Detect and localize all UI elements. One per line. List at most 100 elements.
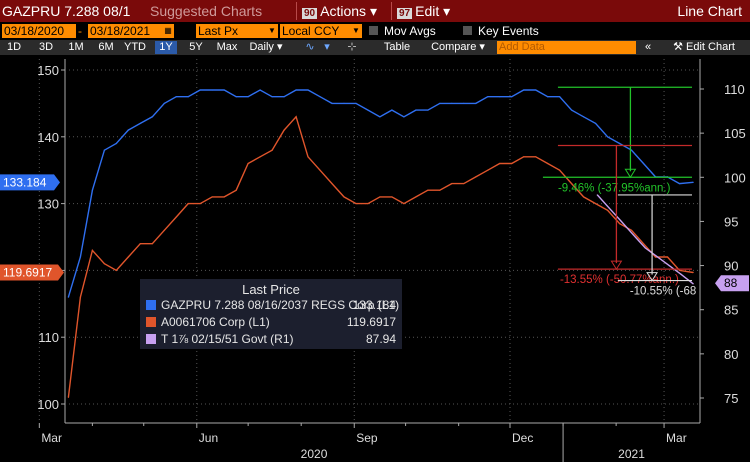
separator [296, 2, 297, 20]
data-point [606, 136, 609, 138]
data-point [583, 116, 585, 118]
data-point [283, 129, 285, 131]
calendar-icon[interactable]: ▦ [162, 24, 174, 38]
data-point [391, 196, 393, 198]
data-point [151, 116, 153, 118]
legend-swatch-orange [146, 317, 156, 327]
data-point [680, 273, 682, 275]
y-tick-label-right: 80 [724, 347, 738, 362]
data-point [91, 189, 93, 191]
period-button-6m[interactable]: 6M [98, 41, 114, 53]
legend-series-value: 87.94 [365, 332, 396, 346]
frequency-select[interactable]: Daily ▾ [249, 41, 283, 53]
data-point [259, 156, 261, 158]
data-point [618, 142, 621, 145]
data-point [475, 102, 477, 104]
data-point [608, 207, 610, 209]
white-arrowhead [646, 272, 658, 282]
data-point [163, 229, 165, 231]
value-tag-purple-shape [715, 275, 749, 292]
data-point [451, 102, 453, 104]
end-date-field[interactable]: 03/18/2021 [88, 24, 162, 38]
data-point [259, 89, 261, 91]
data-point [331, 182, 333, 185]
data-point [199, 203, 201, 205]
data-point [247, 162, 249, 165]
data-point [439, 102, 441, 104]
data-point [499, 162, 501, 165]
data-point [199, 89, 201, 91]
frequency-label: Daily [249, 41, 274, 53]
price-field-select[interactable]: Last Px [196, 24, 268, 38]
chevron-down-icon[interactable]: ▼ [350, 24, 362, 38]
data-point [596, 194, 598, 196]
data-point [535, 89, 537, 91]
data-point [115, 269, 117, 271]
currency-select[interactable]: Local CCY [280, 24, 352, 38]
edit-chart-label: Edit Chart [686, 41, 735, 53]
data-point [67, 296, 70, 298]
y-tick-label-right: 75 [724, 391, 738, 406]
collapse-icon[interactable]: « [644, 41, 652, 53]
actions-key: 90 [302, 8, 318, 19]
data-point [642, 243, 645, 245]
mov-avgs-label: Mov Avgs [384, 24, 436, 38]
period-button-max[interactable]: Max [216, 41, 238, 53]
data-point [463, 102, 465, 104]
key-events-checkbox[interactable] [463, 26, 472, 35]
red-arrowhead [610, 260, 623, 271]
x-tick-label: Jun [199, 431, 218, 445]
chevron-down-icon[interactable]: ▼ [266, 24, 278, 38]
period-button-1y[interactable]: 1Y [155, 41, 177, 54]
data-point [355, 102, 357, 104]
edit-label: Edit [415, 3, 440, 19]
title-bar: GAZPRU 7.288 08/1 Suggested Charts 90 Act… [0, 0, 750, 22]
add-data-input[interactable]: Add Data [497, 41, 636, 54]
value-tag-blue-text: 133.184 [3, 175, 47, 189]
period-button-1m[interactable]: 1M [68, 41, 84, 53]
edit-menu[interactable]: 97 Edit ▾ [397, 3, 450, 20]
annotate-icon[interactable]: ⊹ [347, 41, 357, 53]
data-point [618, 223, 621, 225]
period-button-ytd[interactable]: YTD [124, 41, 146, 53]
value-tag-orange: 119.6917 [0, 264, 64, 281]
suggested-charts-label[interactable]: Suggested Charts [150, 3, 263, 19]
x-year-label: 2021 [618, 447, 645, 461]
period-button-1d[interactable]: 1D [6, 41, 22, 53]
series-line-1 [67, 115, 694, 398]
mov-avgs-checkbox[interactable] [369, 26, 378, 35]
x-tick-label: Mar [41, 431, 62, 445]
data-point [283, 96, 285, 98]
data-point [666, 256, 669, 258]
y-tick-label-left: 130 [37, 197, 59, 212]
data-point [223, 196, 225, 198]
data-point [331, 102, 333, 104]
edit-chart-button[interactable]: ⚒ Edit Chart [673, 41, 735, 53]
period-button-5y[interactable]: 5Y [189, 41, 203, 53]
value-tag-purple: 88 [715, 275, 749, 292]
chart-style-icon[interactable]: ▾ [324, 41, 330, 53]
data-point [487, 169, 489, 171]
actions-menu[interactable]: 90 Actions ▾ [302, 3, 377, 20]
data-point [559, 169, 561, 171]
data-point [523, 89, 525, 91]
legend-title: Last Price [242, 282, 300, 297]
line-chart-icon[interactable]: ∿ [305, 41, 315, 53]
start-date-field[interactable]: 03/18/2020 [2, 24, 76, 38]
data-point [499, 96, 501, 98]
y-tick-label-right: 85 [724, 303, 738, 318]
data-point [583, 196, 585, 198]
table-button[interactable]: Table [383, 41, 411, 53]
data-point [211, 89, 213, 91]
period-button-3d[interactable]: 3D [38, 41, 54, 53]
y-tick-label-right: 105 [724, 126, 746, 141]
data-point [127, 129, 129, 131]
data-point [319, 169, 321, 171]
data-point [475, 176, 477, 178]
data-point [571, 182, 573, 185]
compare-button[interactable]: Compare ▾ [431, 41, 485, 53]
data-point [235, 96, 237, 98]
legend-series-value: 119.6917 [346, 315, 396, 329]
data-point [115, 142, 117, 145]
